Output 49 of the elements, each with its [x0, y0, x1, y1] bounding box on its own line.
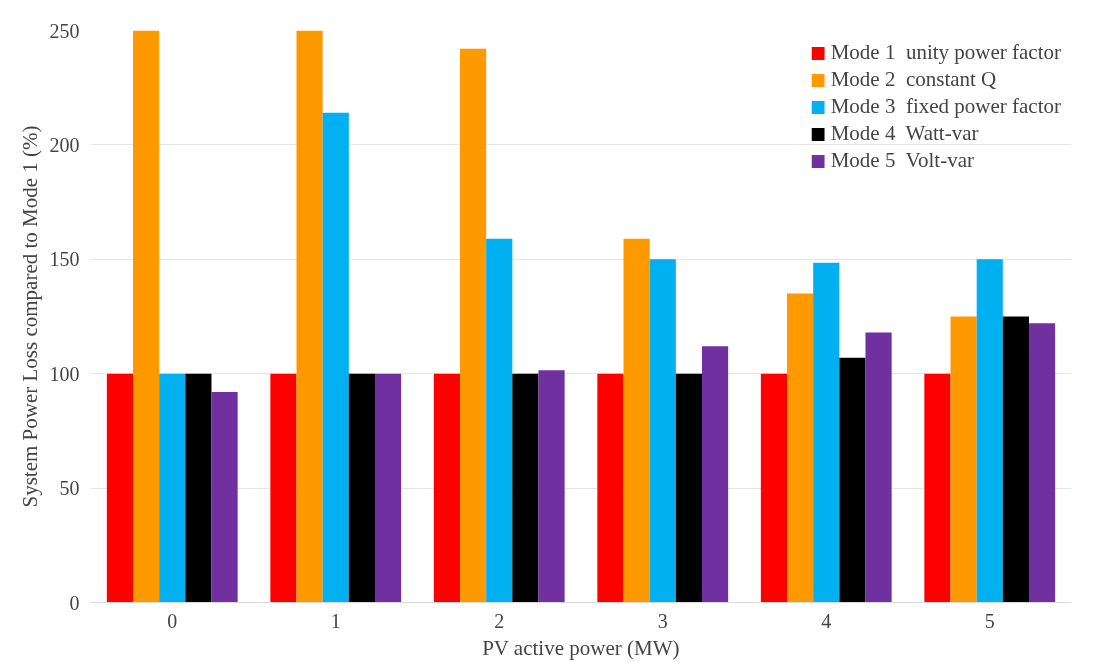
legend-label: Mode 1 unity power factor — [830, 40, 1061, 65]
bar — [649, 259, 676, 603]
bar — [924, 373, 951, 603]
y-tick-label: 50 — [59, 477, 80, 500]
y-tick-label: 150 — [49, 248, 80, 271]
bar — [760, 373, 788, 603]
bar — [159, 373, 186, 603]
x-axis-title: PV active power (MW) — [482, 635, 680, 660]
bar — [675, 373, 702, 603]
bar — [106, 373, 134, 603]
bar — [701, 346, 729, 603]
y-tick-label: 200 — [49, 133, 80, 156]
bar — [185, 373, 212, 603]
y-tick-label: 100 — [49, 362, 80, 385]
x-tick-label: 2 — [494, 609, 505, 632]
bar — [512, 373, 539, 603]
x-tick-label: 1 — [330, 609, 341, 632]
bar — [839, 357, 866, 603]
bar — [133, 30, 160, 603]
bar — [597, 373, 624, 603]
bar — [1002, 316, 1029, 603]
bar — [623, 238, 650, 603]
bar — [787, 293, 814, 603]
y-tick-label: 0 — [69, 591, 80, 614]
legend-label: Mode 5 Volt-var — [830, 148, 974, 173]
bar — [976, 259, 1003, 603]
x-tick-label: 5 — [984, 609, 995, 632]
bar — [813, 262, 840, 603]
legend-label: Mode 3 fixed power factor — [830, 94, 1061, 119]
bar — [950, 316, 977, 603]
bar — [486, 238, 513, 603]
x-tick-label: 0 — [167, 609, 178, 632]
bar — [348, 373, 375, 603]
bar — [322, 112, 349, 603]
bar — [538, 370, 565, 603]
bar — [1028, 323, 1056, 603]
bar — [296, 30, 323, 603]
bar — [211, 392, 238, 603]
x-tick-label: 4 — [821, 609, 832, 632]
x-tick-label: 3 — [657, 609, 668, 632]
y-tick-label: 250 — [49, 19, 80, 42]
legend-label: Mode 4 Watt-var — [830, 121, 979, 146]
bar — [374, 373, 402, 603]
bar — [270, 373, 297, 603]
bar — [460, 48, 487, 603]
legend-label: Mode 2 constant Q — [830, 67, 997, 92]
y-axis-title: System Power Loss compared to Mode 1 (%) — [17, 125, 42, 508]
bar — [433, 373, 461, 603]
bar — [865, 332, 892, 603]
